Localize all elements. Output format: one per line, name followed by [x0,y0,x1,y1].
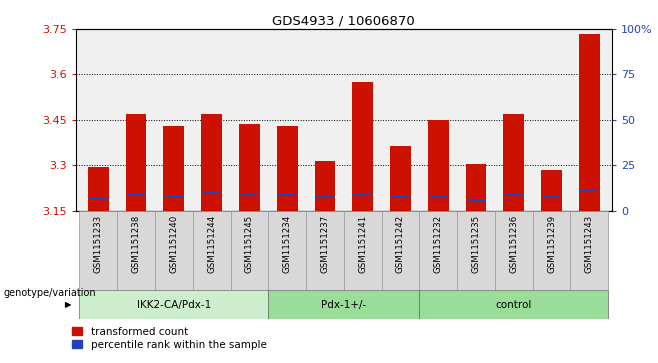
Bar [241,193,258,195]
Bar [503,114,524,211]
Text: GSM1151234: GSM1151234 [283,215,291,273]
Bar [88,167,109,211]
Bar [579,33,599,211]
Bar [457,211,495,290]
Bar [127,193,145,195]
Bar [278,193,296,195]
Text: control: control [495,300,532,310]
Bar [390,146,411,211]
Text: genotype/variation: genotype/variation [3,287,96,298]
Bar [541,170,562,211]
Bar [428,120,449,211]
Text: GSM1151240: GSM1151240 [169,215,178,273]
Text: GSM1151232: GSM1151232 [434,215,443,273]
Text: GSM1151237: GSM1151237 [320,215,330,273]
Bar [392,196,409,198]
Bar [163,126,184,211]
Text: GSM1151244: GSM1151244 [207,215,216,273]
Bar [165,196,183,198]
Text: GSM1151241: GSM1151241 [358,215,367,273]
Title: GDS4933 / 10606870: GDS4933 / 10606870 [272,15,415,28]
Bar [505,193,522,195]
Legend: transformed count, percentile rank within the sample: transformed count, percentile rank withi… [68,323,270,354]
Text: GSM1151242: GSM1151242 [396,215,405,273]
Bar [467,199,485,201]
Text: GSM1151243: GSM1151243 [585,215,594,273]
Bar [352,82,373,211]
Bar [230,211,268,290]
Bar [495,211,532,290]
Text: Pdx-1+/-: Pdx-1+/- [321,300,367,310]
Text: GSM1151245: GSM1151245 [245,215,254,273]
Bar [126,114,147,211]
Text: GSM1151233: GSM1151233 [94,215,103,273]
Bar [201,114,222,211]
Bar [316,196,334,198]
Bar [268,290,419,319]
Text: GSM1151235: GSM1151235 [472,215,480,273]
Bar [277,126,297,211]
Bar [306,211,344,290]
Bar [203,191,220,193]
Bar [354,194,372,196]
Text: GSM1151236: GSM1151236 [509,215,519,273]
Bar [117,211,155,290]
Bar [382,211,419,290]
Bar [430,196,447,198]
Bar [89,197,107,200]
Text: GSM1151238: GSM1151238 [132,215,141,273]
Bar [580,190,598,192]
Bar [80,290,268,319]
Bar [532,211,570,290]
Bar [419,290,608,319]
Bar [193,211,230,290]
Bar [315,160,336,211]
Bar [80,211,117,290]
Bar [543,196,561,198]
Bar [155,211,193,290]
Bar [466,164,486,211]
Bar [239,124,260,211]
Text: IKK2-CA/Pdx-1: IKK2-CA/Pdx-1 [137,300,211,310]
Bar [570,211,608,290]
Bar [344,211,382,290]
Bar [419,211,457,290]
Bar [268,211,306,290]
Text: GSM1151239: GSM1151239 [547,215,556,273]
